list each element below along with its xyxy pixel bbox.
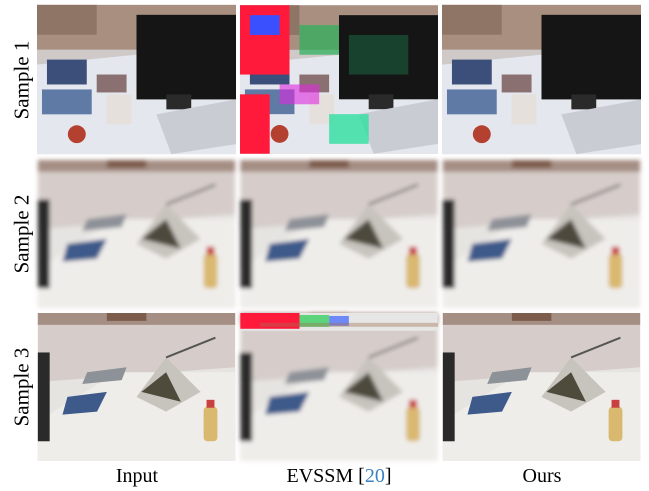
input-image <box>38 160 235 308</box>
ours-image <box>443 313 640 461</box>
row-label: Sample 1 <box>10 41 35 120</box>
evssm-image <box>240 160 437 308</box>
image-grid <box>0 0 649 491</box>
bracket: ] <box>385 465 392 487</box>
row-label: Sample 2 <box>10 195 35 274</box>
artifact-overlay <box>240 313 457 331</box>
column-label: Ours <box>523 465 562 488</box>
method-name: EVSSM <box>286 465 353 487</box>
row-2-images <box>38 160 640 308</box>
ours-image <box>443 160 640 308</box>
figure: Sample 1 Sample 2 Sample 3 Input EVSSM [… <box>0 0 649 491</box>
row-3-images <box>38 313 640 461</box>
citation[interactable]: 20 <box>365 465 385 487</box>
input-image <box>38 313 235 461</box>
ours-image <box>442 5 641 154</box>
input-image <box>37 5 236 154</box>
row-label: Sample 3 <box>10 348 35 427</box>
column-label: Input <box>116 465 158 488</box>
row-1-images <box>37 5 641 154</box>
column-label: EVSSM [20] <box>286 465 391 488</box>
evssm-image <box>240 313 437 461</box>
